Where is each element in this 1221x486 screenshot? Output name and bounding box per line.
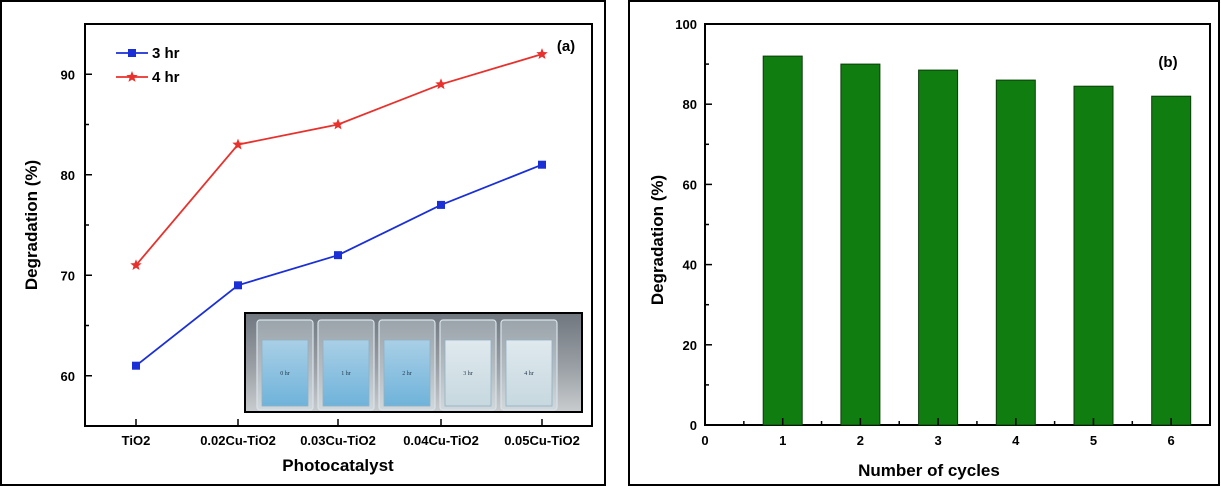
panel-a-inset-photo: 0 hr 1 hr 2 hr 3 hr 4 hr — [244, 312, 583, 413]
panel-a-label: (a) — [557, 38, 575, 55]
cuvette-label: 1 hr — [341, 371, 351, 377]
data-point — [538, 160, 546, 169]
data-point — [234, 281, 242, 290]
x-tick-label: 2 — [857, 433, 864, 448]
x-tick-label: 0.03Cu-TiO2 — [300, 433, 376, 448]
y-tick-label: 20 — [683, 338, 697, 353]
cuvette-liquid — [383, 339, 431, 407]
panel-b-chart: 0 20 40 60 80 100 0 1 2 3 4 5 6 Number of cycles De… — [648, 17, 1211, 480]
data-point — [332, 118, 344, 130]
y-tick-label: 60 — [61, 369, 75, 384]
panel-b-label: (b) — [1158, 54, 1177, 71]
x-tick-label: 1 — [779, 433, 786, 448]
cuvette-label: 3 hr — [463, 371, 473, 377]
x-tick-label: 0 — [701, 433, 708, 448]
data-point — [536, 48, 548, 59]
legend-marker — [128, 49, 136, 57]
y-tick-label: 40 — [683, 258, 697, 273]
cuvette-liquid — [261, 339, 309, 407]
data-point — [132, 361, 140, 370]
panel-b-y-axis-label: Degradation (%) — [648, 175, 667, 305]
x-tick-label: 4 — [1012, 433, 1020, 448]
bar — [918, 69, 959, 426]
y-tick-label: 80 — [683, 97, 697, 112]
bar — [1151, 95, 1192, 426]
y-tick-label: 70 — [61, 268, 75, 283]
panel-a-legend: 3 hr 4 hr — [116, 45, 180, 86]
cuvette-label: 4 hr — [524, 371, 534, 377]
y-tick-label: 90 — [61, 67, 75, 82]
x-tick-label: 6 — [1168, 433, 1175, 448]
y-tick-label: 60 — [683, 177, 697, 192]
cuvette-liquid — [505, 339, 553, 407]
legend-label: 3 hr — [152, 45, 180, 62]
data-point — [435, 78, 447, 90]
y-tick-label: 100 — [675, 17, 697, 32]
cuvette-liquid — [444, 339, 492, 407]
x-tick-label: 3 — [934, 433, 941, 448]
cuvette-label: 2 hr — [402, 371, 412, 377]
x-tick-label: TiO2 — [122, 433, 151, 448]
data-point — [130, 259, 142, 271]
data-point — [334, 251, 342, 260]
y-tick-label: 0 — [690, 418, 697, 433]
legend-label: 4 hr — [152, 69, 180, 86]
bar — [840, 63, 881, 426]
data-point — [232, 138, 244, 150]
panel-a-y-axis-label: Degradation (%) — [22, 160, 41, 290]
legend-marker — [126, 71, 138, 82]
bar — [1073, 85, 1114, 426]
y-tick-label: 80 — [61, 168, 75, 183]
panel-a-chart: 60 70 80 90 TiO2 0.02Cu-TiO2 0.03Cu-TiO2 0.04C… — [22, 23, 593, 475]
cuvette-label: 0 hr — [280, 371, 290, 377]
panel-b-x-axis-label: Number of cycles — [858, 461, 1000, 480]
panel-a-x-axis-label: Photocatalyst — [282, 456, 394, 475]
x-tick-label: 0.05Cu-TiO2 — [504, 433, 580, 448]
data-point — [437, 200, 445, 209]
x-tick-label: 0.04Cu-TiO2 — [403, 433, 479, 448]
x-tick-label: 0.02Cu-TiO2 — [200, 433, 276, 448]
bar — [995, 79, 1036, 426]
x-tick-label: 5 — [1090, 433, 1097, 448]
cuvette-liquid — [322, 339, 370, 407]
bar — [762, 55, 803, 426]
